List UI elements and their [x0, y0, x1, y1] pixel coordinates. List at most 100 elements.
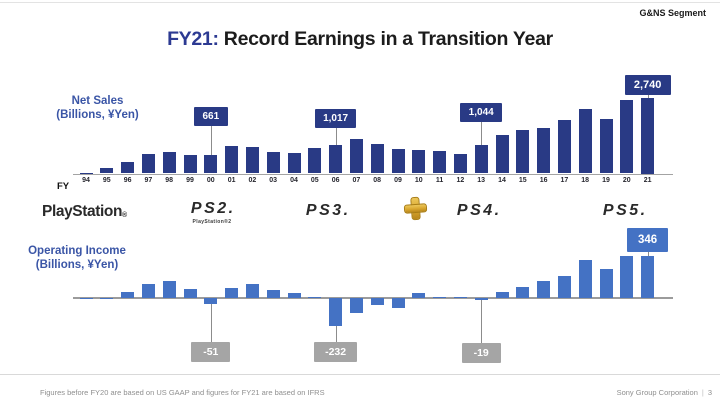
- net-sales-bar-07: [349, 138, 363, 174]
- net-sales-bar-16: [537, 127, 551, 174]
- footer-page-number: 3: [707, 388, 712, 397]
- footer-divider: [0, 374, 720, 375]
- ps2-logo-text: PS2.: [190, 200, 234, 217]
- operating-income-bar-07: [349, 298, 363, 314]
- operating-income-bar-14: [495, 292, 509, 298]
- footer-company: Sony Group Corporation | 3: [617, 388, 712, 397]
- net-sales-callout-21: 2,740: [624, 75, 671, 95]
- fy-tick-96: 96: [123, 176, 132, 184]
- operating-income-callout-21: 346: [627, 228, 669, 252]
- operating-income-bar-19: [599, 269, 613, 298]
- top-edge-line: [0, 2, 720, 3]
- playstation-reg-mark: ®: [122, 212, 127, 219]
- net-sales-bar-11: [433, 151, 447, 174]
- net-sales-bar-12: [453, 154, 467, 174]
- operating-income-bar-02: [245, 284, 259, 298]
- fy-tick-08: 08: [373, 176, 382, 184]
- operating-income-bar-11: [433, 297, 447, 298]
- fy-tick-99: 99: [186, 176, 194, 184]
- fy-tick-94: 94: [82, 176, 90, 184]
- operating-income-title-line2: (Billions, ¥Yen): [35, 258, 119, 271]
- net-sales-axis-title: Net Sales (Billions, ¥Yen): [40, 95, 155, 122]
- net-sales-bar-15: [516, 130, 530, 174]
- playstation-plus-icon: [403, 196, 428, 221]
- operating-income-callout-06: -232: [314, 342, 358, 362]
- operating-income-callout-13: -19: [461, 343, 501, 363]
- net-sales-bar-20: [620, 99, 634, 174]
- net-sales-bar-21: [641, 97, 655, 174]
- fy-tick-17: 17: [560, 176, 569, 184]
- operating-income-bar-96: [121, 291, 135, 298]
- net-sales-year-ticks: 94 95 96 97 98 99 00 01 02 03 04 05 06 07 08 09 10 11 12 13…: [76, 177, 674, 187]
- operating-income-bar-97: [141, 283, 155, 298]
- playstation-logo: PlayStation®: [42, 203, 142, 221]
- net-sales-title-line2: (Billions, ¥Yen): [56, 108, 139, 121]
- operating-income-callout-stem-00: [210, 298, 212, 342]
- fy-tick-03: 03: [269, 176, 278, 184]
- fy-axis-label: FY: [57, 181, 70, 192]
- net-sales-callout-stem-13: [481, 122, 483, 145]
- operating-income-bar-09: [391, 298, 405, 309]
- operating-income-bar-12: [453, 297, 467, 298]
- net-sales-bar-08: [370, 144, 384, 174]
- fy-tick-18: 18: [581, 176, 590, 184]
- operating-income-bar-06: [329, 298, 343, 327]
- operating-income-chart: -51 -232 -19 346: [73, 228, 674, 365]
- operating-income-bar-01: [225, 287, 239, 298]
- net-sales-bar-96: [121, 162, 135, 174]
- operating-income-bar-21: [641, 256, 655, 298]
- operating-income-bar-94: [79, 298, 93, 299]
- fy-tick-05: 05: [310, 176, 319, 184]
- fy-tick-04: 04: [290, 176, 298, 184]
- net-sales-chart: 661 1,017 1,044 2,740: [73, 75, 674, 175]
- net-sales-callout-stem-06: [335, 128, 337, 146]
- net-sales-title-line1: Net Sales: [71, 95, 124, 107]
- operating-income-bar-05: [308, 296, 322, 298]
- net-sales-bar-03: [266, 151, 280, 174]
- operating-income-bar-00: [204, 298, 218, 305]
- operating-income-bar-95: [100, 298, 114, 299]
- net-sales-bar-13: [474, 144, 488, 174]
- operating-income-callout-00: -51: [191, 342, 231, 362]
- operating-income-bar-15: [516, 287, 530, 298]
- fy-tick-98: 98: [165, 176, 174, 184]
- operating-income-bar-04: [287, 292, 301, 298]
- net-sales-bar-04: [287, 153, 301, 174]
- slide-title: FY21: Record Earnings in a Transition Ye…: [0, 28, 720, 51]
- plus-icon-horizontal-bar: [403, 203, 428, 214]
- ps3-logo-text: PS3.: [305, 202, 349, 219]
- net-sales-callout-stem-00: [210, 126, 212, 156]
- operating-income-bar-98: [162, 281, 176, 298]
- ps2-logo: PS2. PlayStation®2: [172, 200, 252, 225]
- net-sales-bar-98: [162, 152, 176, 174]
- net-sales-bar-97: [141, 154, 155, 174]
- fy-tick-16: 16: [539, 176, 548, 184]
- net-sales-x-axis: [73, 173, 673, 175]
- net-sales-bar-09: [391, 149, 405, 174]
- net-sales-bar-05: [308, 147, 322, 174]
- net-sales-bar-00: [204, 155, 218, 174]
- footer-note: Figures before FY20 are based on US GAAP…: [40, 388, 325, 397]
- fy-tick-02: 02: [248, 176, 257, 184]
- ps2-logo-caption: PlayStation®2: [192, 219, 232, 225]
- fy-tick-95: 95: [102, 176, 111, 184]
- net-sales-bar-01: [225, 145, 239, 174]
- fy-tick-07: 07: [352, 176, 361, 184]
- operating-income-bar-10: [412, 292, 426, 298]
- operating-income-bar-08: [370, 298, 384, 306]
- fy-tick-19: 19: [602, 176, 610, 184]
- net-sales-bar-14: [495, 135, 509, 174]
- fy-tick-12: 12: [456, 176, 465, 184]
- net-sales-callout-06: 1,017: [315, 109, 357, 128]
- net-sales-callout-13: 1,044: [460, 103, 503, 122]
- ps5-logo-text: PS5.: [602, 202, 646, 219]
- ps4-logo-text: PS4.: [456, 202, 500, 219]
- fy-tick-09: 09: [394, 176, 402, 184]
- fy-tick-97: 97: [144, 176, 153, 184]
- ps3-logo: PS3.: [287, 202, 367, 220]
- net-sales-bar-94: [79, 172, 93, 174]
- title-main-text: Record Earnings in a Transition Year: [223, 28, 553, 50]
- fy-tick-00: 00: [206, 176, 215, 184]
- operating-income-bar-99: [183, 288, 197, 298]
- operating-income-title-line1: Operating Income: [28, 245, 126, 257]
